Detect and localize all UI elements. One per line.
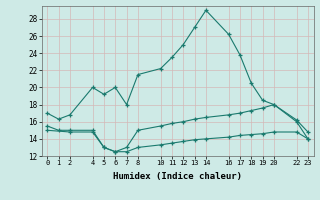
- X-axis label: Humidex (Indice chaleur): Humidex (Indice chaleur): [113, 172, 242, 181]
